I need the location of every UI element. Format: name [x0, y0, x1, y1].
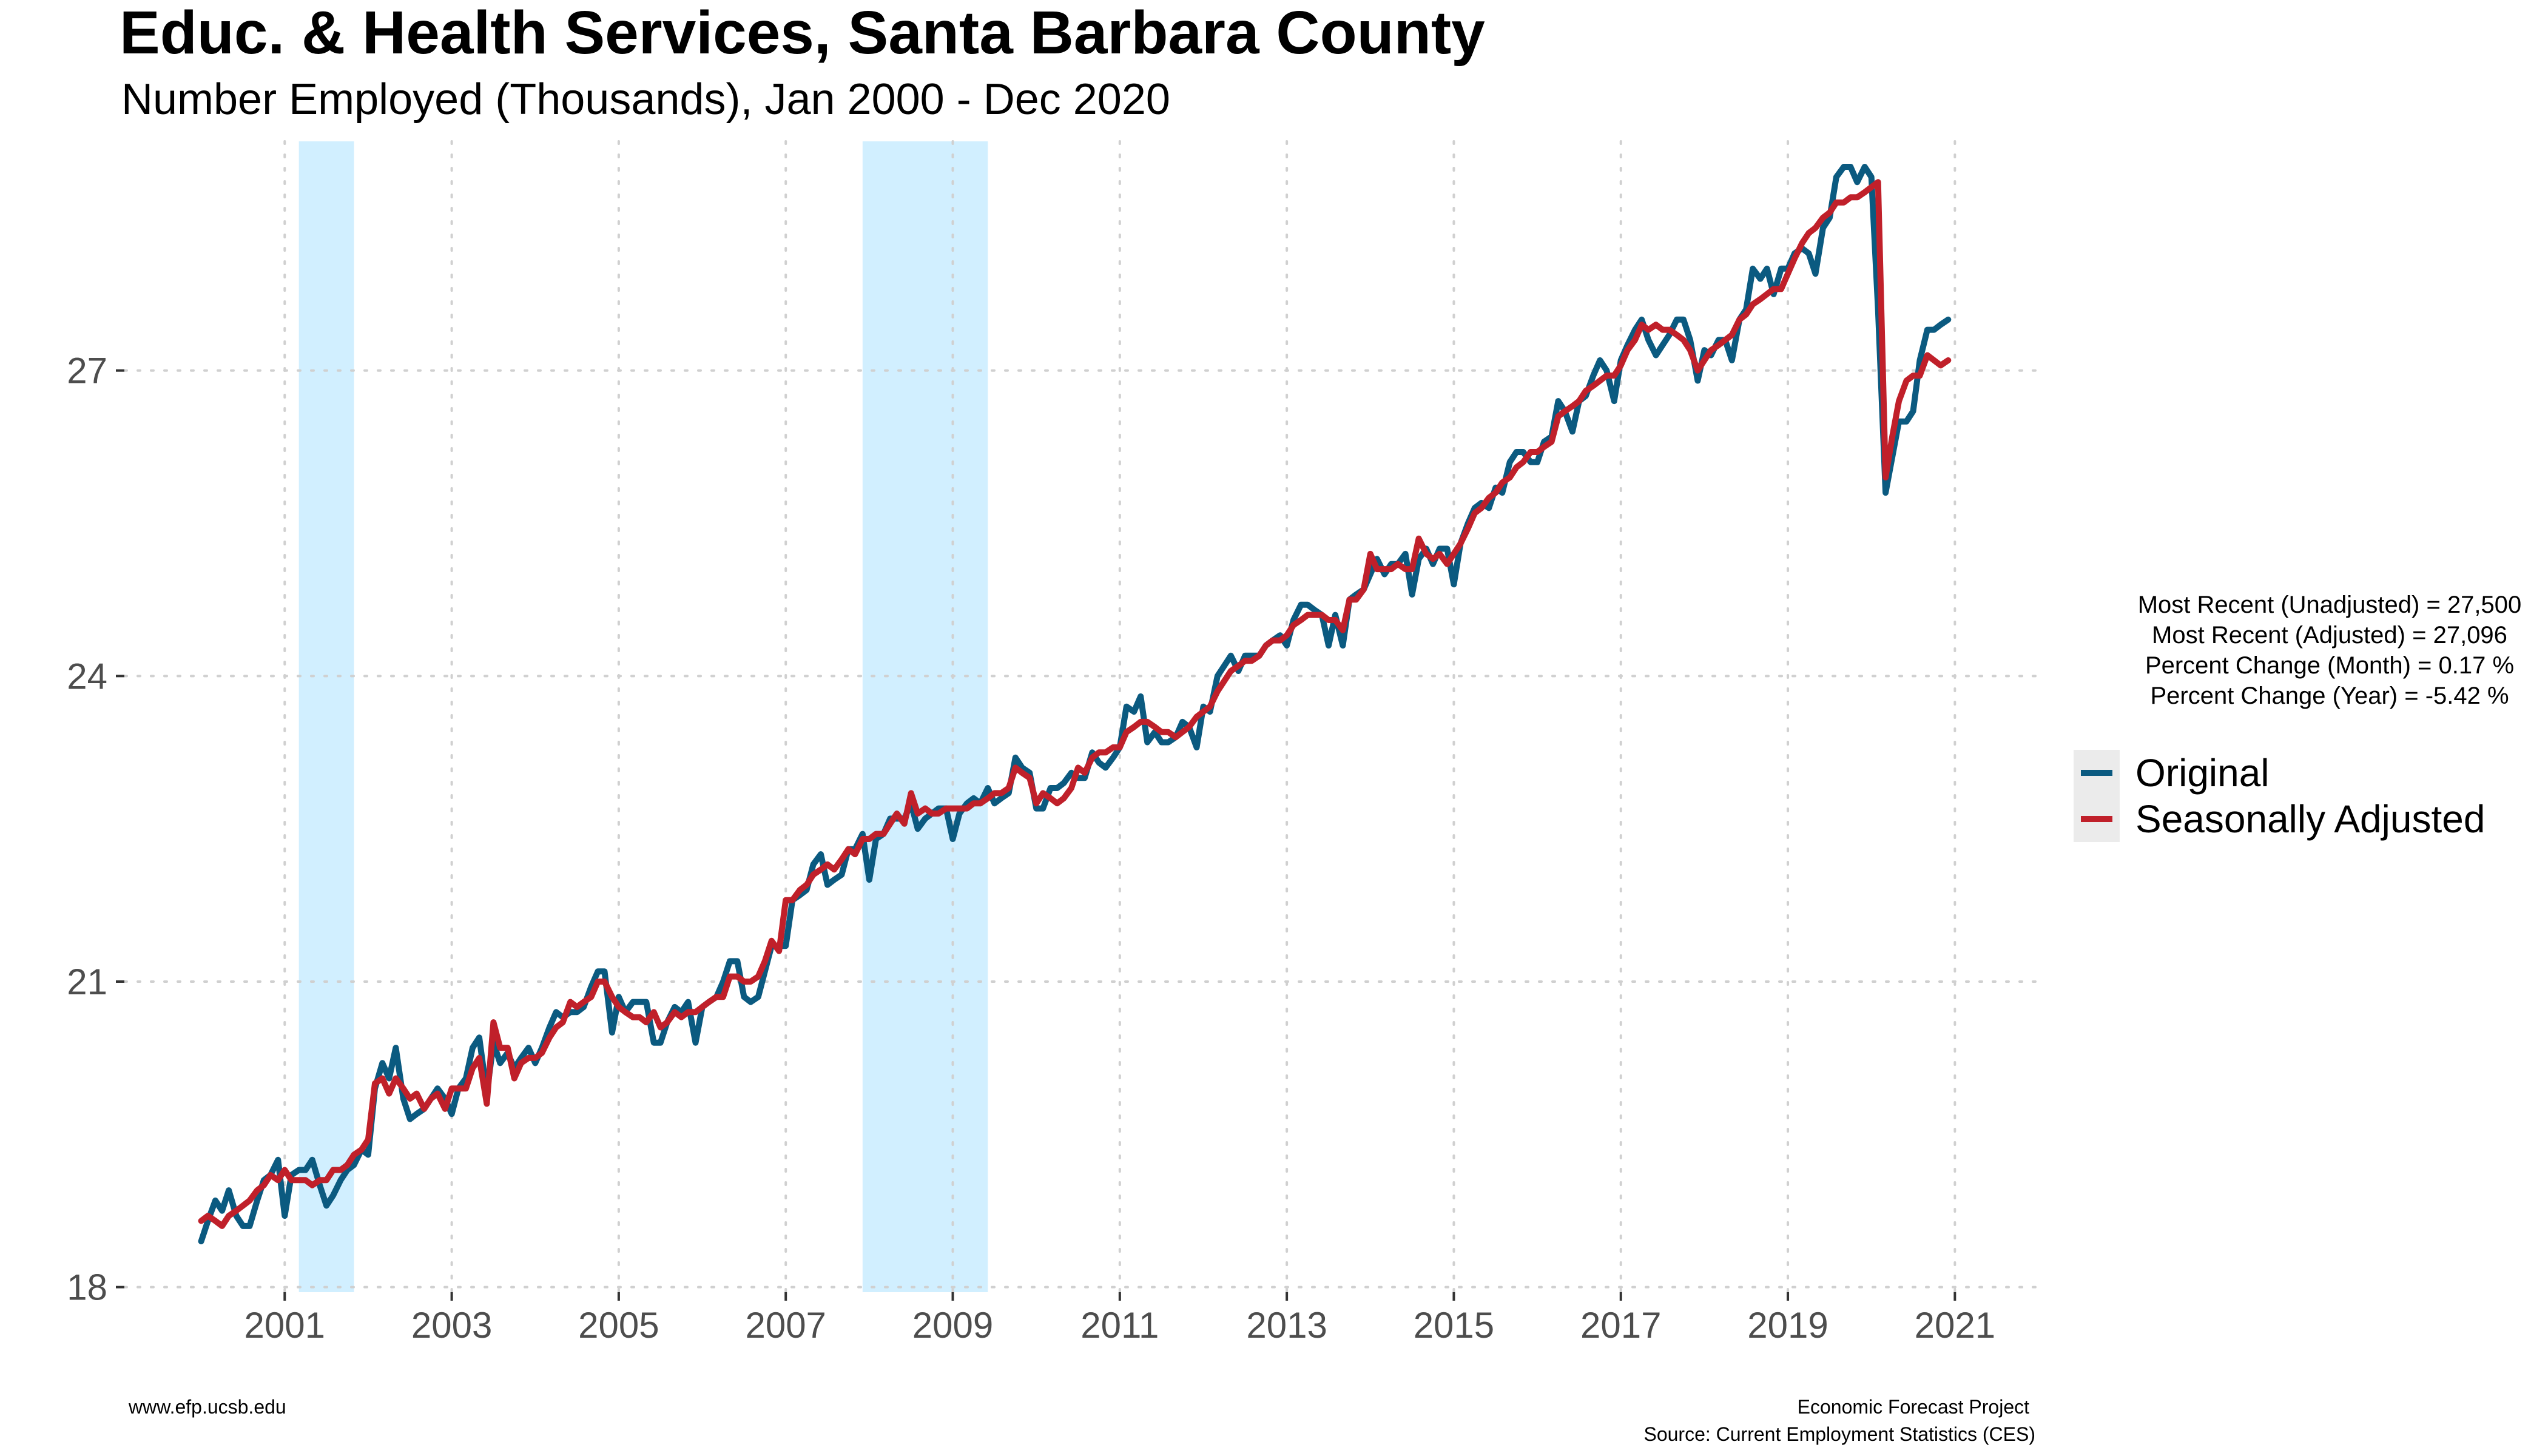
- stat-percent-change-year: Percent Change (Year) = -5.42 %: [2150, 682, 2509, 709]
- gridlines: [123, 140, 2040, 1293]
- x-tick-label: 2005: [578, 1305, 659, 1346]
- footer-website: www.efp.ucsb.edu: [128, 1396, 286, 1418]
- footer-project: Economic Forecast Project: [1798, 1396, 2029, 1418]
- y-tick-label: 18: [67, 1267, 107, 1308]
- recession-band-1: [298, 141, 354, 1292]
- stat-percent-change-month: Percent Change (Month) = 0.17 %: [2145, 652, 2514, 679]
- x-tick-label: 2007: [745, 1305, 826, 1346]
- legend-key-background: [2074, 750, 2120, 842]
- stat-most-recent-unadjusted: Most Recent (Unadjusted) = 27,500: [2138, 592, 2522, 618]
- plot-lines: [198, 164, 1952, 1245]
- x-tick-label: 2019: [1747, 1305, 1828, 1346]
- legend-label-original: Original: [2135, 751, 2270, 795]
- x-tick-label: 2011: [1080, 1305, 1159, 1346]
- chart-subtitle: Number Employed (Thousands), Jan 2000 - …: [121, 75, 1170, 124]
- series-line-original: [198, 164, 1952, 1245]
- x-tick-label: 2013: [1246, 1305, 1327, 1346]
- series-line-seasonally-adjusted: [198, 179, 1952, 1229]
- chart-title: Educ. & Health Services, Santa Barbara C…: [120, 0, 1485, 67]
- stat-most-recent-adjusted: Most Recent (Adjusted) = 27,096: [2152, 622, 2507, 649]
- x-tick-label: 2001: [244, 1305, 325, 1346]
- y-tick-label: 24: [67, 656, 107, 696]
- y-tick-label: 27: [67, 351, 107, 391]
- footer-source: Source: Current Employment Statistics (C…: [1643, 1423, 2035, 1445]
- x-tick-label: 2003: [411, 1305, 492, 1346]
- x-axis: 2001 2003 2005 2007 2009 2011 2013 2015 2017 2019…: [244, 1292, 1995, 1346]
- stats-box: Most Recent (Unadjusted) = 27,500 Most R…: [2138, 592, 2522, 709]
- y-axis: 18 21 24 27: [67, 351, 124, 1308]
- x-tick-label: 2015: [1414, 1305, 1494, 1346]
- legend: Original Seasonally Adjusted: [2074, 750, 2485, 842]
- x-tick-label: 2017: [1580, 1305, 1661, 1346]
- y-tick-label: 21: [67, 962, 107, 1002]
- x-tick-label: 2009: [912, 1305, 993, 1346]
- legend-label-adjusted: Seasonally Adjusted: [2135, 797, 2485, 841]
- recession-bands: [298, 141, 988, 1292]
- recession-band-2: [862, 141, 988, 1292]
- x-tick-label: 2021: [1915, 1305, 1995, 1346]
